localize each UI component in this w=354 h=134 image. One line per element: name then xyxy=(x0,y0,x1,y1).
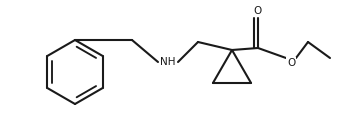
Text: O: O xyxy=(254,6,262,16)
Text: O: O xyxy=(287,58,295,68)
Text: NH: NH xyxy=(160,57,176,67)
